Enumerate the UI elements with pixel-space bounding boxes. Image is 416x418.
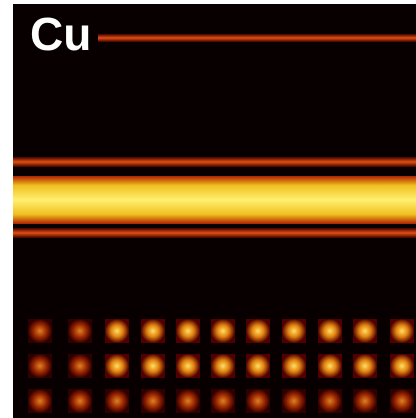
dot (105, 354, 129, 378)
dot (68, 319, 92, 343)
dot (353, 319, 377, 343)
thin-line (98, 34, 416, 42)
dot (176, 389, 200, 413)
dot (246, 319, 270, 343)
dot (141, 354, 165, 378)
dot (246, 354, 270, 378)
dot (353, 354, 377, 378)
dot (28, 319, 52, 343)
dot (246, 389, 270, 413)
dot (390, 389, 414, 413)
dot (28, 354, 52, 378)
dot (318, 389, 342, 413)
dot (28, 389, 52, 413)
page: Cu (() => { const data = JSON.parse(docu… (0, 0, 416, 418)
dot (318, 354, 342, 378)
dot (282, 389, 306, 413)
dot-array (28, 319, 414, 413)
dot (105, 389, 129, 413)
dot (176, 354, 200, 378)
dot (141, 389, 165, 413)
dot (141, 319, 165, 343)
dot (68, 389, 92, 413)
dot (211, 389, 235, 413)
dot (318, 319, 342, 343)
bright-band (13, 176, 416, 224)
dot (105, 319, 129, 343)
thin-line (13, 157, 416, 167)
dot (353, 389, 377, 413)
dot (176, 319, 200, 343)
dot (282, 354, 306, 378)
dot (390, 319, 414, 343)
element-label: Cu (30, 8, 91, 60)
dot (211, 354, 235, 378)
thin-line (13, 228, 416, 238)
dot (211, 319, 235, 343)
element-map: Cu (0, 0, 416, 418)
dot (68, 354, 92, 378)
dot (282, 319, 306, 343)
dot (390, 354, 414, 378)
